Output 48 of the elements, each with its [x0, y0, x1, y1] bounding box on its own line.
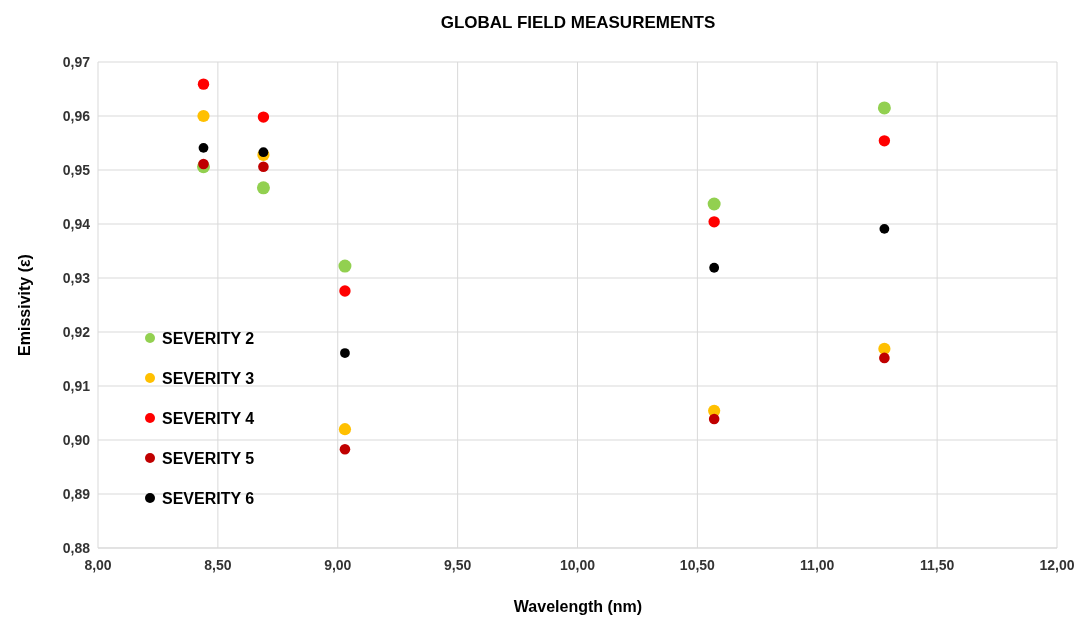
y-tick-label: 0,95 [62, 162, 91, 178]
y-tick-label: 0,96 [62, 108, 91, 124]
y-tick-label: 0,91 [62, 378, 91, 394]
y-tick-label: 0,88 [62, 540, 91, 556]
chart-title: GLOBAL FIELD MEASUREMENTS [440, 13, 716, 32]
point [257, 111, 270, 123]
y-axis-title: Emissivity (ε) [16, 254, 33, 356]
point [338, 259, 352, 273]
x-axis-title: Wavelength (nm) [513, 598, 643, 615]
y-tick-label: 0,92 [62, 324, 91, 340]
x-tick-label: 8,50 [204, 557, 232, 573]
x-tick-label: 11,50 [919, 557, 955, 573]
point [878, 342, 891, 355]
point [198, 142, 209, 153]
y-tick-label: 0,94 [62, 216, 91, 232]
point [340, 348, 350, 358]
point [707, 197, 721, 211]
x-tick-label: 10,50 [679, 557, 716, 573]
x-tick-label: 12,00 [1039, 557, 1075, 573]
x-tick-label: 9,00 [324, 557, 352, 573]
point [256, 181, 270, 195]
point [197, 109, 210, 123]
legend-label: SEVERITY 6 [162, 490, 255, 507]
x-tick-label: 8,00 [84, 557, 112, 573]
point [197, 78, 210, 90]
point [708, 216, 720, 228]
x-tick-label: 9,50 [444, 557, 472, 573]
y-tick-label: 0,93 [62, 270, 91, 286]
point [708, 413, 720, 425]
point [258, 161, 269, 173]
legend-label: SEVERITY 4 [162, 410, 255, 427]
point [877, 101, 891, 115]
legend-label: SEVERITY 2 [162, 330, 255, 347]
point [879, 352, 890, 364]
y-tick-label: 0,90 [62, 432, 91, 448]
legend-label: SEVERITY 5 [162, 450, 255, 467]
x-tick-label: 11,00 [800, 557, 835, 573]
point [879, 223, 890, 234]
legend-label: SEVERITY 3 [162, 370, 255, 387]
y-tick-label: 0,97 [62, 54, 91, 70]
y-tick-label: 0,89 [62, 486, 91, 502]
point [878, 135, 891, 147]
point [339, 443, 351, 455]
point [339, 285, 351, 297]
point [338, 423, 352, 436]
point [709, 262, 720, 273]
x-tick-label: 10,00 [559, 557, 596, 573]
point [198, 158, 209, 170]
